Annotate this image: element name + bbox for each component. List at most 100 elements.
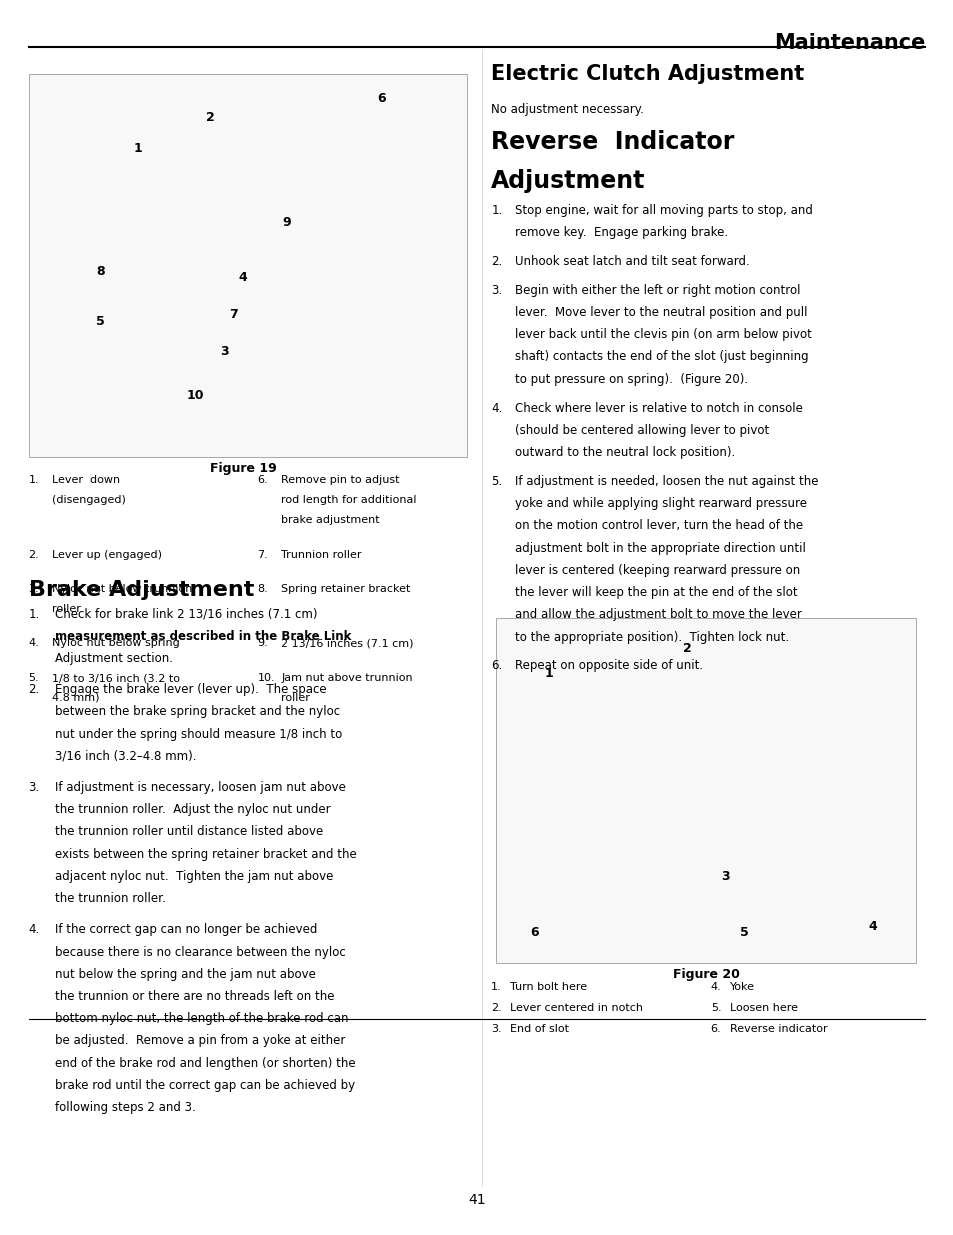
Text: 5: 5	[739, 926, 748, 939]
Text: 5.: 5.	[710, 1003, 720, 1013]
Text: adjustment bolt in the appropriate direction until: adjustment bolt in the appropriate direc…	[515, 542, 805, 555]
Text: lever is centered (keeping rearward pressure on: lever is centered (keeping rearward pres…	[515, 564, 800, 577]
Text: 5.: 5.	[491, 475, 502, 488]
Text: 3: 3	[720, 871, 729, 883]
Text: the lever will keep the pin at the end of the slot: the lever will keep the pin at the end o…	[515, 587, 797, 599]
Text: Loosen here: Loosen here	[729, 1003, 797, 1013]
Text: 1: 1	[543, 667, 553, 679]
Text: 1.: 1.	[491, 204, 502, 217]
Text: 3.: 3.	[491, 284, 502, 296]
Text: Brake Adjustment: Brake Adjustment	[29, 580, 253, 600]
Text: Nyloc nut below spring: Nyloc nut below spring	[52, 638, 180, 648]
Text: because there is no clearance between the nyloc: because there is no clearance between th…	[55, 946, 346, 958]
Text: Adjustment section.: Adjustment section.	[55, 652, 173, 666]
Text: 8.: 8.	[257, 584, 268, 594]
Text: on the motion control lever, turn the head of the: on the motion control lever, turn the he…	[515, 520, 802, 532]
Text: 5.: 5.	[29, 673, 39, 683]
Text: 8: 8	[95, 266, 105, 278]
Text: 9.: 9.	[257, 638, 268, 648]
Text: Figure 20: Figure 20	[672, 968, 739, 982]
Text: exists between the spring retainer bracket and the: exists between the spring retainer brack…	[55, 847, 356, 861]
Text: yoke and while applying slight rearward pressure: yoke and while applying slight rearward …	[515, 498, 806, 510]
Text: 1: 1	[133, 142, 143, 154]
Text: to the appropriate position).  Tighten lock nut.: to the appropriate position). Tighten lo…	[515, 631, 788, 643]
Text: If the correct gap can no longer be achieved: If the correct gap can no longer be achi…	[55, 924, 317, 936]
Text: 1/8 to 3/16 inch (3.2 to: 1/8 to 3/16 inch (3.2 to	[52, 673, 180, 683]
Text: 6: 6	[529, 926, 538, 939]
Text: 2.: 2.	[491, 1003, 501, 1013]
Text: Yoke: Yoke	[729, 982, 754, 992]
Text: following steps 2 and 3.: following steps 2 and 3.	[55, 1102, 196, 1114]
Text: 3: 3	[219, 346, 229, 358]
Text: Turn bolt here: Turn bolt here	[510, 982, 587, 992]
Text: 3/16 inch (3.2–4.8 mm).: 3/16 inch (3.2–4.8 mm).	[55, 750, 196, 763]
Text: If adjustment is needed, loosen the nut against the: If adjustment is needed, loosen the nut …	[515, 475, 818, 488]
Bar	[29, 74, 467, 457]
Text: (should be centered allowing lever to pivot: (should be centered allowing lever to pi…	[515, 424, 769, 437]
Text: 4.: 4.	[710, 982, 720, 992]
Text: 7: 7	[229, 309, 238, 321]
Text: End of slot: End of slot	[510, 1024, 569, 1034]
Text: Stop engine, wait for all moving parts to stop, and: Stop engine, wait for all moving parts t…	[515, 204, 812, 217]
Text: 4: 4	[238, 272, 248, 284]
Text: Check for brake link 2 13/16 inches (7.1 cm): Check for brake link 2 13/16 inches (7.1…	[55, 608, 317, 621]
Text: Trunnion roller: Trunnion roller	[281, 550, 361, 559]
Text: 3.: 3.	[491, 1024, 501, 1034]
Text: Adjustment: Adjustment	[491, 169, 645, 193]
Text: roller: roller	[281, 693, 310, 703]
Text: to put pressure on spring).  (Figure 20).: to put pressure on spring). (Figure 20).	[515, 373, 747, 385]
Text: end of the brake rod and lengthen (or shorten) the: end of the brake rod and lengthen (or sh…	[55, 1057, 355, 1070]
Text: 41: 41	[468, 1193, 485, 1208]
Text: remove key.  Engage parking brake.: remove key. Engage parking brake.	[515, 226, 727, 240]
Text: bottom nyloc nut, the length of the brake rod can: bottom nyloc nut, the length of the brak…	[55, 1013, 349, 1025]
Text: Electric Clutch Adjustment: Electric Clutch Adjustment	[491, 64, 803, 84]
Text: 6: 6	[376, 93, 386, 105]
Text: Check where lever is relative to notch in console: Check where lever is relative to notch i…	[515, 401, 802, 415]
Text: rod length for additional: rod length for additional	[281, 495, 416, 505]
Text: 6.: 6.	[257, 475, 268, 485]
Text: Spring retainer bracket: Spring retainer bracket	[281, 584, 411, 594]
Text: 2: 2	[205, 111, 214, 124]
Text: the trunnion roller.  Adjust the nyloc nut under: the trunnion roller. Adjust the nyloc nu…	[55, 803, 331, 816]
Text: Begin with either the left or right motion control: Begin with either the left or right moti…	[515, 284, 800, 296]
Text: 1.: 1.	[29, 608, 40, 621]
Text: Lever centered in notch: Lever centered in notch	[510, 1003, 642, 1013]
Text: 6.: 6.	[491, 659, 502, 673]
Text: adjacent nyloc nut.  Tighten the jam nut above: adjacent nyloc nut. Tighten the jam nut …	[55, 869, 334, 883]
Bar	[496, 618, 915, 963]
Text: measurement as described in the Brake Link: measurement as described in the Brake Li…	[55, 630, 352, 643]
Text: lever.  Move lever to the neutral position and pull: lever. Move lever to the neutral positio…	[515, 306, 807, 319]
Text: lever back until the clevis pin (on arm below pivot: lever back until the clevis pin (on arm …	[515, 329, 811, 341]
Text: 2.: 2.	[29, 683, 40, 697]
Text: (disengaged): (disengaged)	[52, 495, 126, 505]
Text: 1.: 1.	[491, 982, 501, 992]
Text: outward to the neutral lock position).: outward to the neutral lock position).	[515, 446, 735, 459]
Text: 3.: 3.	[29, 584, 39, 594]
Text: No adjustment necessary.: No adjustment necessary.	[491, 103, 643, 116]
Text: nut below the spring and the jam nut above: nut below the spring and the jam nut abo…	[55, 968, 315, 981]
Text: 1.: 1.	[29, 475, 39, 485]
Text: 4.: 4.	[491, 401, 502, 415]
Text: and allow the adjustment bolt to move the lever: and allow the adjustment bolt to move th…	[515, 609, 801, 621]
Text: Jam nut above trunnion: Jam nut above trunnion	[281, 673, 413, 683]
Text: Reverse  Indicator: Reverse Indicator	[491, 130, 734, 153]
Text: 4.8 mm): 4.8 mm)	[52, 693, 100, 703]
Text: Nyloc nut below trunnion: Nyloc nut below trunnion	[52, 584, 193, 594]
Text: Repeat on opposite side of unit.: Repeat on opposite side of unit.	[515, 659, 702, 673]
Text: 6.: 6.	[710, 1024, 720, 1034]
Text: nut under the spring should measure 1/8 inch to: nut under the spring should measure 1/8 …	[55, 727, 342, 741]
Text: the trunnion or there are no threads left on the: the trunnion or there are no threads lef…	[55, 990, 335, 1003]
Text: Figure 19: Figure 19	[210, 462, 276, 475]
Text: 3.: 3.	[29, 781, 40, 794]
Text: Unhook seat latch and tilt seat forward.: Unhook seat latch and tilt seat forward.	[515, 254, 749, 268]
Text: 2.: 2.	[491, 254, 502, 268]
Text: Engage the brake lever (lever up).  The space: Engage the brake lever (lever up). The s…	[55, 683, 327, 697]
Text: 2: 2	[681, 642, 691, 655]
Text: roller: roller	[52, 604, 81, 614]
Text: Remove pin to adjust: Remove pin to adjust	[281, 475, 399, 485]
Text: 2.: 2.	[29, 550, 39, 559]
Text: the trunnion roller.: the trunnion roller.	[55, 892, 166, 905]
Text: brake adjustment: brake adjustment	[281, 515, 379, 525]
Text: 5: 5	[95, 315, 105, 327]
Text: be adjusted.  Remove a pin from a yoke at either: be adjusted. Remove a pin from a yoke at…	[55, 1035, 345, 1047]
